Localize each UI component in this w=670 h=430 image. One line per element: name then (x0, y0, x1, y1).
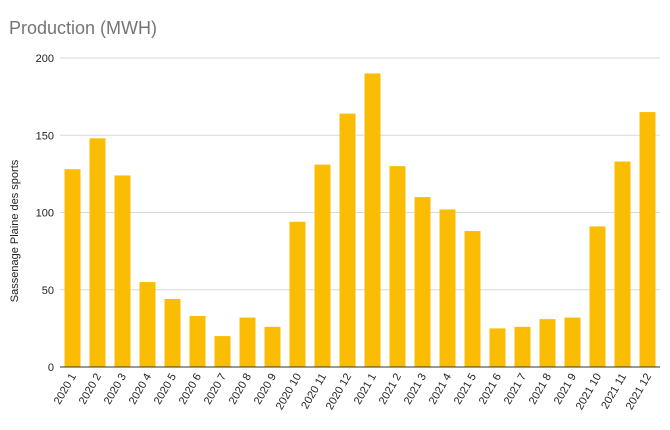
bar (89, 138, 106, 367)
y-tick-label: 100 (36, 208, 54, 220)
x-tick-label: 2020 9 (252, 372, 279, 407)
x-tick-label: 2020 7 (202, 372, 229, 407)
x-tick-label: 2021 1 (352, 372, 379, 407)
bar (164, 299, 181, 367)
bar (289, 221, 306, 367)
x-tick-label: 2021 2 (377, 372, 404, 407)
y-tick-label: 0 (48, 362, 54, 374)
y-tick-label: 150 (36, 130, 54, 142)
bar (114, 175, 131, 367)
y-axis-ticks: 0 50 100 150 200 (36, 53, 54, 374)
bar (514, 326, 531, 367)
bar (489, 328, 506, 367)
x-tick-label: 2021 5 (452, 372, 479, 407)
bar (214, 336, 231, 367)
x-tick-label: 2021 6 (477, 372, 504, 407)
bar (339, 113, 356, 368)
bar (564, 317, 581, 367)
bar (589, 226, 606, 367)
x-tick-label: 2021 9 (552, 372, 579, 407)
chart-title: Production (MWH) (9, 18, 158, 38)
y-tick-label: 50 (42, 285, 54, 297)
bar (64, 169, 81, 367)
x-tick-label: 2021 3 (402, 372, 429, 407)
bar (389, 166, 406, 367)
bars (60, 73, 660, 368)
bar (364, 73, 381, 367)
y-axis-label: Sassenage Plaine des sports (9, 159, 21, 302)
bar (439, 209, 456, 367)
bar (614, 161, 631, 367)
bar (414, 197, 431, 367)
x-tick-label: 2021 8 (527, 372, 554, 407)
bar (239, 317, 256, 367)
x-tick-label: 2020 5 (152, 372, 179, 407)
bar (639, 112, 656, 367)
bar (264, 326, 281, 367)
x-tick-label: 2020 4 (127, 372, 154, 407)
x-tick-label: 2020 1 (52, 372, 79, 407)
x-tick-label: 2021 7 (502, 372, 529, 407)
x-tick-label: 2020 6 (177, 372, 204, 407)
x-tick-label: 2021 4 (427, 372, 454, 407)
bar (539, 319, 556, 367)
x-tick-label: 2020 2 (77, 372, 104, 407)
bar (139, 282, 156, 367)
x-tick-label: 2020 3 (102, 372, 129, 407)
bar (189, 316, 206, 367)
bar (314, 164, 331, 367)
y-tick-label: 200 (36, 53, 54, 65)
bar (464, 231, 481, 367)
x-tick-label: 2020 8 (227, 372, 254, 407)
